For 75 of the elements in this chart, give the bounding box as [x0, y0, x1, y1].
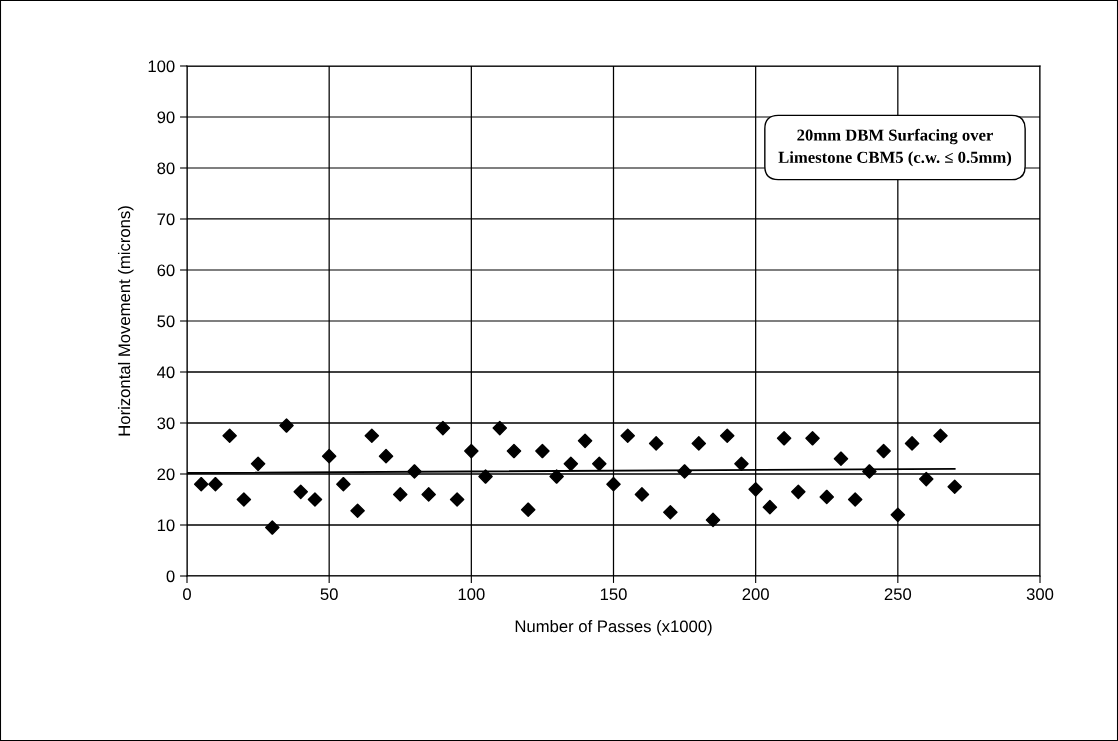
point [904, 436, 920, 451]
point [819, 489, 835, 505]
x-tick-label: 150 [600, 588, 627, 601]
point [691, 436, 707, 451]
point [762, 499, 778, 515]
point [805, 431, 820, 446]
y-axis-title: Horizontal Movement (microns) [117, 206, 134, 436]
point [862, 464, 877, 479]
point [705, 512, 721, 528]
y-tick-label: 30 [157, 417, 175, 430]
point [791, 484, 806, 500]
point [734, 456, 749, 472]
point [719, 428, 735, 444]
point [336, 476, 351, 492]
point [208, 476, 223, 492]
point [876, 443, 891, 459]
point [265, 520, 280, 535]
y-tick-label: 90 [157, 111, 175, 124]
point [947, 479, 962, 495]
x-tick-label: 100 [458, 588, 485, 601]
y-tick-label: 50 [157, 315, 175, 328]
point [833, 451, 849, 466]
point [378, 448, 394, 464]
point [307, 492, 323, 507]
point [464, 443, 479, 459]
annotation: 20mm DBM Surfacing over Limestone CBM5 (c.w. ≤ 0.5mm) [778, 128, 1012, 167]
x-tick-label: 250 [884, 588, 912, 601]
point [293, 484, 309, 500]
y-tick-label: 10 [157, 519, 175, 532]
point [592, 456, 607, 472]
point [364, 428, 380, 444]
x-tick-label: 50 [320, 588, 338, 601]
point [492, 420, 508, 436]
point [250, 456, 266, 472]
y-tick-label: 0 [166, 570, 175, 583]
point [577, 433, 593, 449]
point [748, 482, 763, 497]
point [890, 507, 906, 523]
point [677, 464, 692, 479]
point [321, 448, 337, 464]
y-tick-label: 60 [157, 264, 175, 277]
x-axis-title: Number of Passes (x1000) [515, 620, 712, 636]
point [776, 431, 792, 446]
y-tick-label: 70 [157, 213, 175, 226]
x-tick-label: 0 [183, 588, 191, 601]
point [549, 469, 564, 484]
point [407, 464, 422, 479]
point [520, 502, 536, 517]
y-tick-label: 40 [157, 366, 175, 379]
point [847, 492, 863, 507]
y-tick-label: 20 [157, 468, 175, 481]
x-tick-label: 200 [742, 588, 769, 601]
point [350, 503, 365, 519]
point [535, 443, 550, 459]
point [663, 504, 678, 520]
point [236, 492, 252, 507]
point [421, 487, 436, 502]
point [506, 443, 522, 459]
point [392, 487, 408, 502]
point [449, 492, 465, 507]
point [435, 420, 451, 436]
y-tick-label: 80 [157, 162, 175, 175]
point [193, 476, 209, 492]
y-tick-label: 100 [148, 60, 175, 73]
point [918, 471, 934, 487]
point [606, 476, 621, 492]
point [648, 436, 664, 451]
x-tick-label: 300 [1026, 588, 1054, 601]
point [478, 469, 493, 484]
point [563, 456, 579, 472]
point [620, 428, 635, 444]
point [222, 428, 237, 444]
point [634, 487, 650, 502]
point [933, 428, 948, 444]
point [279, 418, 294, 433]
